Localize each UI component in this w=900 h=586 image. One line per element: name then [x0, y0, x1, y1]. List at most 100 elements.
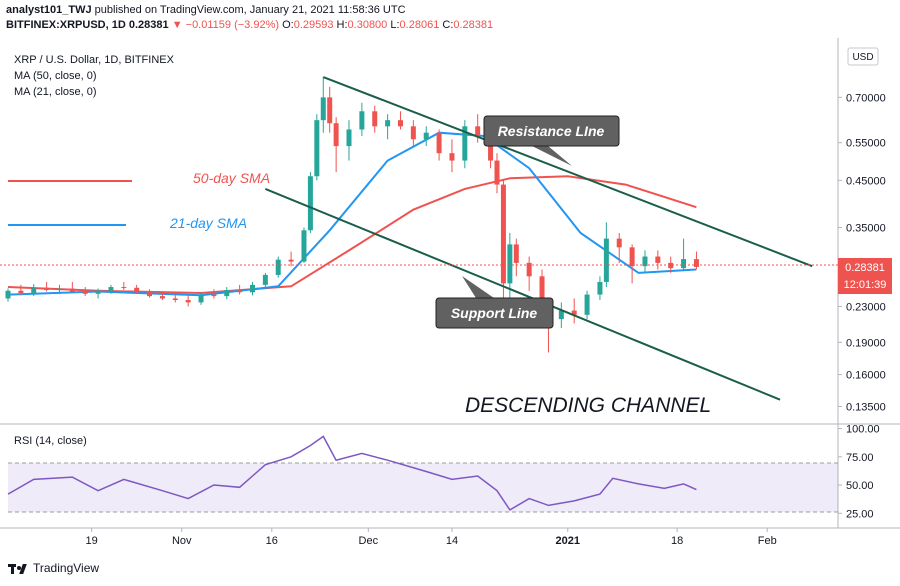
candle-body	[56, 288, 62, 291]
rsi-label[interactable]: RSI (14, close)	[14, 435, 87, 447]
candle-body	[44, 287, 50, 291]
legend-ma21[interactable]: MA (21, close, 0)	[14, 86, 97, 98]
time-tick-label: Nov	[172, 535, 192, 547]
candle-down	[134, 284, 140, 294]
price-tick-label: 0.55000	[846, 138, 886, 150]
candle-down	[397, 111, 403, 130]
candle-up	[603, 222, 609, 288]
sma50-annotation: 50-day SMA	[193, 170, 270, 186]
candle-up	[95, 288, 101, 299]
candle-body	[597, 281, 603, 295]
brand-name: TradingView	[33, 561, 100, 575]
candle-up	[275, 256, 281, 278]
candle-up	[346, 120, 352, 161]
candle-down	[449, 139, 455, 173]
close-value: 0.28381	[453, 19, 494, 31]
candle-body	[571, 310, 577, 315]
candle-body	[108, 287, 114, 291]
candle-body	[301, 230, 307, 262]
candle-body	[693, 259, 699, 267]
candle-body	[288, 259, 294, 262]
candle-body	[5, 290, 11, 299]
price-tick-label: 0.19000	[846, 337, 886, 349]
candle-body	[616, 238, 622, 248]
resistance-label: Resistance LIne	[498, 123, 605, 139]
price-tick-label: 0.70000	[846, 92, 886, 104]
chart-header: analyst101_TWJ published on TradingView.…	[6, 3, 493, 33]
price-tick-label: 0.35000	[846, 223, 886, 235]
candle-body	[121, 287, 127, 289]
candle-body	[603, 238, 609, 282]
rsi-tick-label: 75.00	[846, 452, 874, 464]
currency-badge[interactable]	[847, 47, 879, 66]
price-tick-label: 0.23000	[846, 301, 886, 313]
candle-body	[31, 287, 37, 294]
candle-body	[211, 294, 217, 297]
candle-body	[69, 288, 75, 292]
resistance-line	[322, 76, 813, 268]
candle-body	[500, 184, 506, 284]
price-tick-label: 0.13500	[846, 402, 886, 414]
candle-down	[571, 298, 577, 324]
price-tick-label: 0.16000	[846, 370, 886, 382]
candle-body	[385, 120, 391, 127]
candle-body	[655, 256, 661, 263]
candle-body	[320, 97, 326, 121]
candle-body	[423, 132, 429, 140]
candle-down	[185, 295, 191, 307]
moving-averages	[7, 131, 697, 297]
close-label: C:	[442, 19, 454, 31]
candle-down	[436, 129, 442, 161]
publisher-name[interactable]: analyst101_TWJ	[6, 4, 92, 16]
candle-up	[681, 238, 687, 270]
candle-down	[69, 281, 75, 292]
candle-up	[320, 77, 326, 133]
candle-body	[372, 111, 378, 127]
candle-body	[134, 287, 140, 293]
candle-body	[668, 262, 674, 269]
candle-body	[436, 132, 442, 154]
candle-up	[56, 284, 62, 294]
candle-up	[31, 284, 37, 297]
time-tick-label: 18	[671, 535, 683, 547]
candle-body	[488, 135, 494, 161]
high-value: 0.30800	[347, 19, 388, 31]
legend-title: XRP / U.S. Dollar, 1D, BITFINEX	[14, 54, 175, 66]
rsi-path	[7, 435, 697, 511]
candle-body	[224, 290, 230, 297]
price-change: −0.01159 (−3.92%)	[185, 19, 280, 31]
candle-body	[262, 274, 268, 285]
candle-up	[108, 284, 114, 294]
last-price: 0.28381	[128, 19, 169, 31]
legend-ma50[interactable]: MA (50, close, 0)	[14, 70, 97, 82]
candle-down	[475, 114, 481, 143]
open-value: 0.29593	[293, 19, 334, 31]
publish-line: analyst101_TWJ published on TradingView.…	[6, 3, 493, 18]
resistance-callout[interactable]: Resistance LIne	[483, 115, 620, 166]
candle-down	[372, 105, 378, 133]
rsi-tick-label: 25.00	[846, 508, 874, 520]
currency-label: USD	[852, 52, 873, 63]
candle-up	[462, 120, 468, 169]
down-arrow-icon: ▼	[171, 19, 183, 31]
candle-body	[629, 247, 635, 267]
candle-down	[172, 293, 178, 303]
price-tick-label: 0.45000	[846, 175, 886, 187]
support-line	[264, 187, 781, 401]
candle-body	[198, 294, 204, 303]
candle-up	[5, 288, 11, 302]
price-axis-ticks: 0.13500 0.16000 0.19000 0.23000 0.35000 0.450…	[838, 92, 886, 414]
candle-body	[513, 244, 519, 263]
candle-down	[655, 250, 661, 270]
time-tick-label: 19	[86, 535, 98, 547]
candle-down	[513, 238, 519, 277]
candle-down	[629, 244, 635, 284]
ma50-line	[7, 175, 697, 295]
support-callout[interactable]: Support Line	[435, 276, 554, 329]
tradingview-logo-icon	[8, 562, 28, 575]
tradingview-logo[interactable]: TradingView	[8, 561, 99, 575]
trend-lines	[264, 76, 813, 401]
candle-down	[616, 233, 622, 263]
candle-body	[185, 300, 191, 303]
